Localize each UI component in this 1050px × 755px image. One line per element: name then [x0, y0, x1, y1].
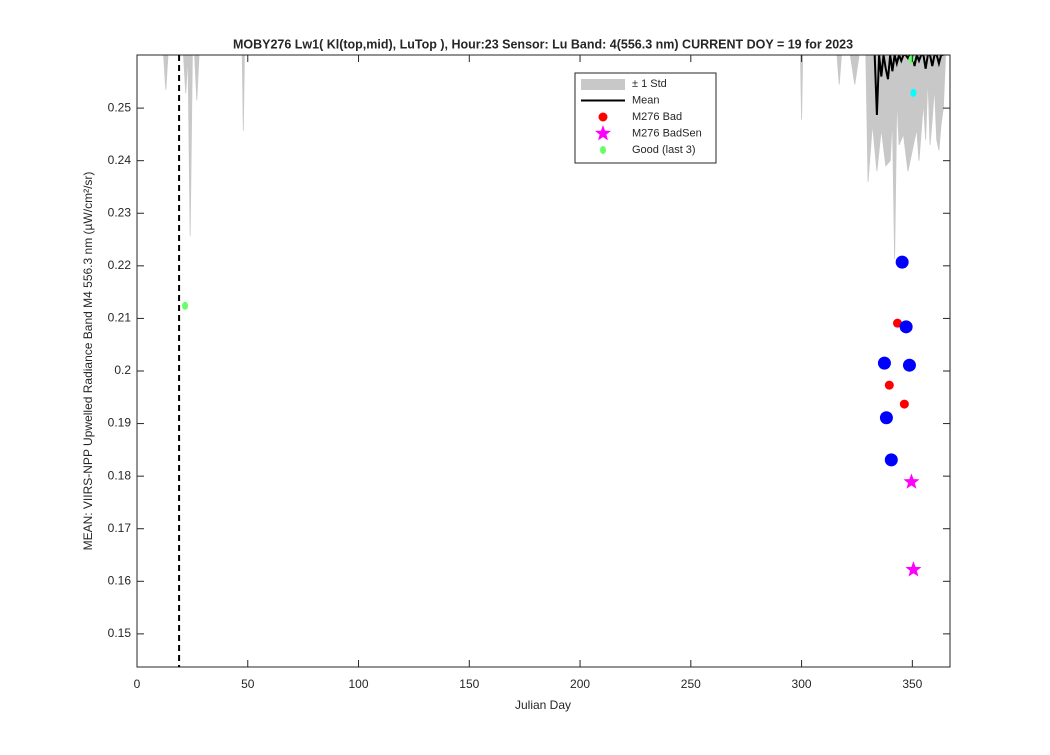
x-tick-label: 0	[134, 677, 141, 691]
legend-swatch	[581, 79, 625, 90]
y-tick-label: 0.16	[108, 573, 132, 587]
point	[884, 453, 898, 467]
y-tick-label: 0.17	[108, 521, 132, 535]
small-point	[910, 88, 917, 97]
bad-point	[892, 318, 902, 328]
x-tick-label: 50	[241, 677, 255, 691]
point	[899, 320, 913, 334]
plot-area	[163, 55, 946, 577]
point	[877, 356, 891, 370]
legend-label: Good (last 3)	[632, 144, 696, 156]
y-axis-label: MEAN: VIIRS-NPP Upwelled Radiance Band M…	[81, 172, 95, 551]
legend-label: M276 Bad	[632, 111, 682, 123]
badsen-point	[903, 473, 920, 489]
y-tick-label: 0.15	[108, 626, 132, 640]
point	[895, 255, 909, 269]
y-tick-label: 0.23	[108, 205, 132, 219]
y-tick-label: 0.18	[108, 468, 132, 482]
std-band	[163, 55, 946, 260]
x-tick-label: 100	[349, 677, 369, 691]
y-tick-label: 0.25	[108, 100, 132, 114]
legend-swatch	[594, 125, 612, 141]
small-point	[182, 301, 189, 310]
y-tick-label: 0.2	[114, 363, 131, 377]
legend-swatch	[598, 112, 608, 122]
x-tick-label: 300	[792, 677, 812, 691]
legend-swatch	[600, 146, 606, 154]
legend-label: M276 BadSen	[632, 127, 702, 139]
x-axis-label: Julian Day	[515, 698, 571, 712]
badsen-point	[905, 561, 922, 577]
mean-line	[873, 55, 944, 115]
legend-label: ± 1 Std	[632, 78, 667, 90]
bad-point	[899, 399, 909, 409]
point	[902, 358, 916, 372]
x-tick-label: 250	[681, 677, 701, 691]
small-point	[908, 55, 915, 64]
y-tick-label: 0.19	[108, 416, 132, 430]
x-tick-label: 150	[459, 677, 479, 691]
x-tick-label: 200	[570, 677, 590, 691]
legend-label: Mean	[632, 94, 660, 106]
axes-box	[136, 54, 951, 668]
chart-title: MOBY276 Lw1( Kl(top,mid), LuTop ), Hour:…	[233, 37, 853, 51]
x-tick-label: 350	[902, 677, 922, 691]
point	[879, 411, 893, 425]
bad-point	[884, 380, 894, 390]
y-tick-label: 0.22	[108, 258, 132, 272]
y-tick-label: 0.24	[108, 153, 132, 167]
y-tick-label: 0.21	[108, 311, 132, 325]
